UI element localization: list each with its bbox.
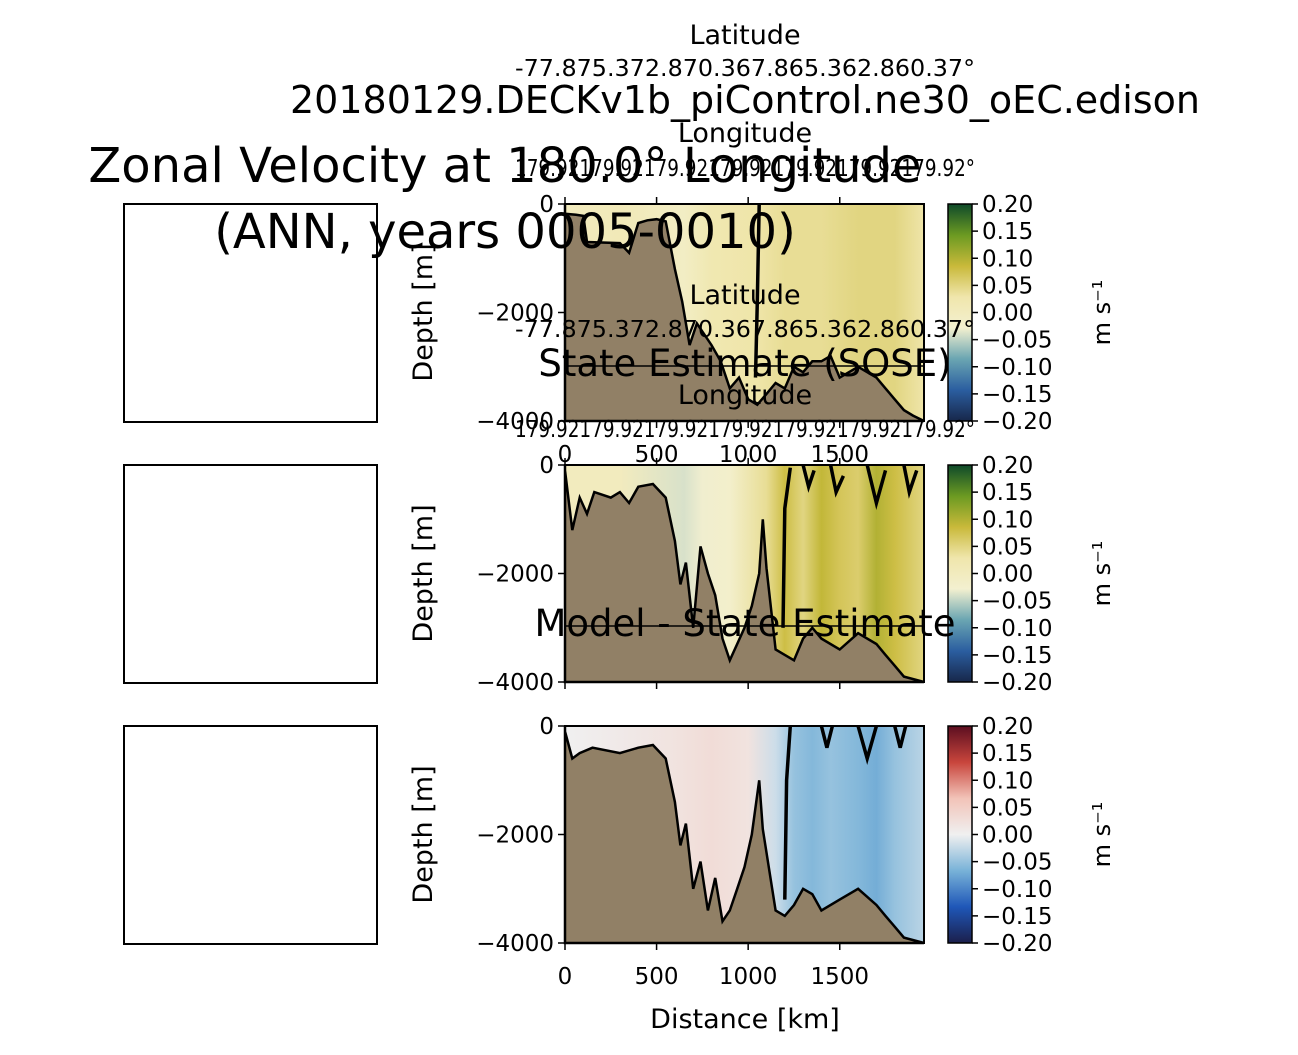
map-inset-model bbox=[123, 203, 378, 423]
x-axis-label: Distance [km] bbox=[650, 1004, 840, 1035]
colorbar-tick-label-model: −0.15 bbox=[982, 382, 1052, 408]
colorbar-tick-label-sose: −0.15 bbox=[982, 643, 1052, 669]
zero-contour-difference bbox=[856, 725, 879, 765]
zero-contour-model bbox=[753, 203, 761, 378]
y-tick-label-difference: −2000 bbox=[476, 823, 554, 849]
map-inset-difference bbox=[123, 725, 378, 945]
zero-contour-sose bbox=[801, 464, 816, 493]
y-axis-label-difference: Depth [m] bbox=[408, 765, 439, 903]
colorbar-tick-label-model: 0.00 bbox=[982, 301, 1033, 327]
latitude-axis-label-model: Latitude bbox=[689, 20, 800, 51]
colorbar-tick-label-difference: −0.10 bbox=[982, 877, 1052, 903]
y-axis-label-sose: Depth [m] bbox=[408, 504, 439, 642]
colorbar-tick-label-model: −0.20 bbox=[982, 409, 1052, 435]
zero-contour-difference bbox=[819, 725, 835, 749]
zero-contour-difference bbox=[783, 725, 793, 900]
figure-title-line2: (ANN, years 0005-0010) bbox=[214, 204, 796, 260]
y-tick-label-difference: −4000 bbox=[476, 931, 554, 957]
longitude-axis-label-sose: Longitude bbox=[678, 380, 812, 411]
bathymetry-sose bbox=[563, 465, 925, 684]
colorbar-tick-label-difference: 0.20 bbox=[982, 714, 1033, 740]
y-tick-label-model: −2000 bbox=[476, 301, 554, 327]
colorbar-tick-label-difference: −0.20 bbox=[982, 931, 1052, 957]
y-tick-label-difference: 0 bbox=[539, 714, 554, 740]
x-tick-label-difference: 1500 bbox=[810, 964, 869, 990]
zero-contour-sose bbox=[828, 464, 845, 498]
x-tick-label-difference: 1000 bbox=[719, 964, 778, 990]
colorbar-tick-label-difference: 0.00 bbox=[982, 823, 1033, 849]
colorbar-tick-label-model: 0.20 bbox=[982, 192, 1033, 218]
colorbar-tick-label-sose: −0.20 bbox=[982, 670, 1052, 696]
colorbar-tick-label-model: 0.05 bbox=[982, 273, 1033, 299]
colorbar-tick-label-difference: 0.05 bbox=[982, 795, 1033, 821]
map-inset-sose bbox=[123, 464, 378, 684]
latitude-tick-labels-model: -77.875.372.870.367.865.362.860.37° bbox=[515, 56, 975, 82]
colorbar-tick-label-difference: 0.10 bbox=[982, 768, 1033, 794]
colorbar-label-sose: m s⁻¹ bbox=[1088, 541, 1116, 607]
colorbar-model bbox=[947, 203, 973, 422]
zero-contour-sose bbox=[781, 467, 793, 628]
y-tick-label-model: 0 bbox=[539, 192, 554, 218]
zero-contour-sose bbox=[865, 464, 888, 510]
latitude-axis-label-sose: Latitude bbox=[689, 280, 800, 311]
colorbar-tick-label-model: −0.05 bbox=[982, 328, 1052, 354]
colorbar-tick-label-model: 0.10 bbox=[982, 246, 1033, 272]
y-tick-label-sose: −2000 bbox=[476, 562, 554, 588]
zero-contour-difference bbox=[893, 725, 908, 749]
x-tick-label-difference: 500 bbox=[635, 964, 679, 990]
colorbar-tick-label-sose: 0.20 bbox=[982, 453, 1033, 479]
colorbar-tick-label-sose: 0.10 bbox=[982, 507, 1033, 533]
colorbar-tick-label-sose: 0.00 bbox=[982, 562, 1033, 588]
colorbar-tick-label-model: −0.10 bbox=[982, 355, 1052, 381]
panels: 0 −2000 −4000 Depth [m] Latitude -77.875.372.… bbox=[408, 20, 1116, 990]
x-tick-label-sose: 0 bbox=[558, 442, 573, 468]
figure-title-line1: Zonal Velocity at 180.0° Longitude bbox=[88, 138, 921, 194]
colorbar-tick-label-difference: −0.15 bbox=[982, 904, 1052, 930]
panel-title-sose: State Estimate (SOSE) bbox=[538, 342, 951, 385]
colorbar-tick-label-difference: 0.15 bbox=[982, 741, 1033, 767]
longitude-axis-label-model: Longitude bbox=[678, 118, 812, 149]
colorbar-tick-label-sose: −0.10 bbox=[982, 616, 1052, 642]
colorbar-difference bbox=[947, 725, 973, 944]
bathymetry-difference bbox=[563, 726, 925, 945]
colorbar-label-difference: m s⁻¹ bbox=[1088, 802, 1116, 868]
colorbar-tick-label-sose: 0.15 bbox=[982, 480, 1033, 506]
zero-contour-sose bbox=[902, 464, 919, 499]
run-name-title: 20180129.DECKv1b_piControl.ne30_oEC.edis… bbox=[290, 78, 1200, 122]
colorbar-tick-label-sose: 0.05 bbox=[982, 534, 1033, 560]
y-tick-label-sose: 0 bbox=[539, 453, 554, 479]
x-tick-label-difference: 0 bbox=[558, 964, 573, 990]
latitude-tick-labels-sose: -77.875.372.870.367.865.362.860.37° bbox=[515, 317, 975, 343]
y-tick-label-model: −4000 bbox=[476, 409, 554, 435]
y-tick-label-sose: −4000 bbox=[476, 670, 554, 696]
y-axis-label-model: Depth [m] bbox=[408, 243, 439, 381]
panel-title-difference: Model - State Estimate bbox=[534, 602, 955, 645]
colorbar-tick-label-difference: −0.05 bbox=[982, 850, 1052, 876]
longitude-tick-labels-model: 179.92179.92179.92179.92179.92179.92179.… bbox=[515, 156, 975, 182]
longitude-tick-labels-sose: 179.92179.92179.92179.92179.92179.92179.… bbox=[515, 417, 975, 443]
colorbar-label-model: m s⁻¹ bbox=[1088, 280, 1116, 346]
colorbar-tick-label-model: 0.15 bbox=[982, 219, 1033, 245]
colorbar-sose bbox=[947, 464, 973, 683]
colorbar-tick-label-sose: −0.05 bbox=[982, 589, 1052, 615]
